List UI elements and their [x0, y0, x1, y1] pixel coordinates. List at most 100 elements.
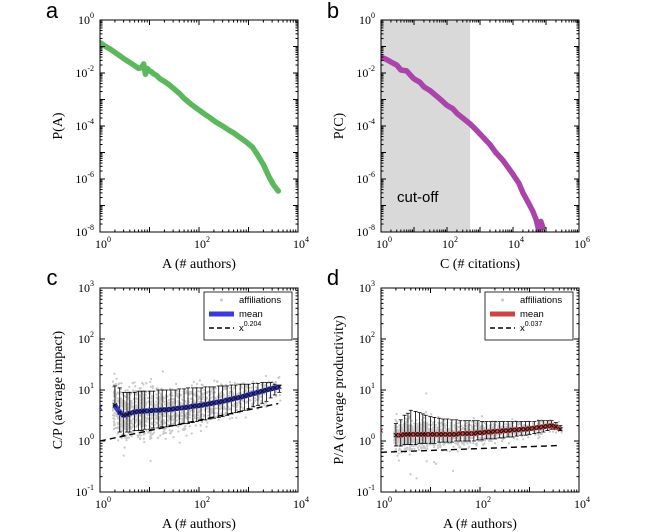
x-tick-label: 104: [293, 495, 309, 511]
scatter-point: [207, 414, 210, 417]
scatter-point: [264, 401, 268, 404]
legend-label-exp: 0.204: [244, 321, 262, 328]
x-tick-label: 102: [194, 235, 210, 251]
mean-marker: [228, 396, 234, 402]
scatter-point: [122, 454, 125, 457]
scatter-point: [404, 421, 408, 424]
mean-marker: [233, 395, 239, 401]
scatter-point: [139, 434, 143, 437]
scatter-point: [116, 399, 120, 403]
x-tick-label-base: 10: [508, 237, 520, 251]
scatter-point: [179, 412, 182, 415]
scatter-point: [419, 425, 422, 429]
scatter-point: [158, 415, 162, 418]
scatter-point: [121, 405, 124, 408]
mean-marker: [393, 432, 399, 438]
scatter-point: [396, 442, 399, 445]
scatter-point: [554, 431, 558, 434]
mean-marker: [216, 399, 222, 405]
scatter-point: [139, 396, 142, 399]
scatter-point: [250, 386, 253, 389]
y-tick-label: 100: [78, 432, 94, 448]
scatter-point: [448, 450, 452, 453]
y-tick-label-base: 10: [75, 172, 87, 186]
scatter-point: [497, 425, 500, 428]
x-tick-label: 102: [475, 495, 491, 511]
scatter-point: [124, 418, 128, 421]
scatter-point: [149, 459, 152, 463]
scatter-point: [168, 429, 171, 432]
scatter-point: [112, 395, 115, 398]
scatter-point: [149, 380, 152, 383]
scatter-point: [228, 417, 231, 420]
scatter-point: [189, 392, 193, 395]
x-tick-label-exp: 2: [487, 495, 491, 504]
scatter-point: [467, 447, 470, 450]
scatter-point: [113, 411, 116, 415]
scatter-point: [231, 416, 234, 420]
scatter-point: [121, 393, 124, 396]
series-line: [100, 39, 282, 194]
scatter-point: [197, 414, 200, 417]
scatter-point: [520, 435, 524, 438]
scatter-point: [431, 436, 434, 440]
scatter-point: [540, 432, 543, 435]
scatter-point: [251, 402, 254, 405]
scatter-point: [237, 392, 240, 395]
scatter-point: [133, 381, 136, 384]
y-axis-label: P(C): [332, 112, 347, 139]
mean-marker: [381, 428, 384, 433]
y-tick-label: 100: [78, 11, 94, 27]
scatter-point: [492, 436, 495, 439]
scatter-point: [428, 441, 431, 444]
scatter-point: [512, 437, 515, 440]
scatter-point: [145, 382, 148, 385]
scatter-point: [405, 440, 408, 443]
scatter-point: [181, 419, 185, 422]
mean-marker: [268, 386, 273, 392]
y-tick-label-base: 10: [78, 434, 90, 448]
scatter-point: [502, 438, 505, 441]
scatter-point: [278, 394, 281, 397]
x-tick-label-exp: 4: [586, 495, 590, 504]
scatter-point: [111, 414, 115, 417]
legend-dot-symbol: [220, 298, 223, 302]
scatter-point: [431, 421, 435, 424]
scatter-point: [139, 386, 142, 390]
scatter-point: [120, 382, 123, 385]
scatter-point: [414, 444, 418, 447]
scatter-point: [219, 406, 223, 410]
scatter-point: [124, 389, 127, 392]
scatter-point: [143, 441, 146, 444]
scatter-point: [203, 388, 206, 392]
scatter-point: [516, 431, 519, 435]
x-tick-label-exp: 2: [206, 235, 210, 244]
scatter-point: [516, 438, 519, 441]
mean-marker: [259, 388, 265, 394]
scatter-point: [146, 396, 149, 399]
scatter-point: [443, 422, 446, 425]
scatter-point: [275, 395, 278, 398]
y-tick-label-exp: -4: [368, 117, 375, 126]
plot-area: [100, 370, 282, 463]
scatter-point: [244, 416, 247, 419]
scatter-point: [410, 447, 414, 451]
scatter-point: [144, 391, 148, 394]
scatter-point: [198, 410, 202, 413]
scatter-point: [398, 424, 401, 427]
scatter-point: [120, 424, 123, 427]
x-tick-label-exp: 0: [107, 235, 111, 244]
mean-marker: [462, 431, 468, 436]
x-tick-label-base: 10: [574, 237, 586, 251]
mean-marker: [536, 425, 542, 430]
y-tick-label: 101: [359, 381, 375, 397]
scatter-point: [460, 428, 463, 431]
scatter-point: [136, 405, 139, 409]
plot-area: [381, 20, 546, 232]
scatter-point: [460, 441, 463, 444]
scatter-point: [116, 432, 119, 435]
scatter-point: [128, 385, 131, 389]
scatter-point: [183, 428, 186, 432]
scatter-point: [160, 387, 163, 390]
scatter-point: [174, 382, 178, 385]
